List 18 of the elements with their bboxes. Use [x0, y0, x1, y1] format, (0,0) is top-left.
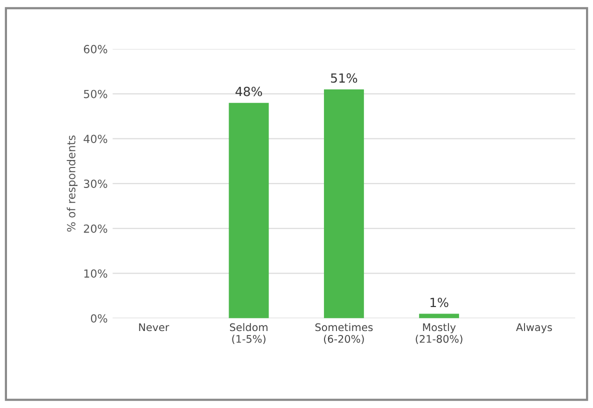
data-label: 51% — [331, 73, 358, 83]
data-label: 1% — [430, 298, 448, 308]
x-tick-label: Seldom (1-5%) — [230, 323, 268, 344]
bar — [324, 89, 364, 318]
y-tick-label: 10% — [84, 269, 108, 278]
x-tick-label: Sometimes (6-20%) — [315, 323, 373, 344]
y-tick-label: 60% — [84, 44, 108, 54]
bar — [228, 102, 269, 318]
y-tick-label: 50% — [84, 90, 108, 98]
y-tick-label: 0% — [90, 314, 108, 323]
data-label: 48% — [236, 86, 262, 96]
y-axis-title: % of respondents — [66, 136, 78, 232]
y-tick-label: 40% — [84, 134, 108, 144]
y-tick-label: 30% — [84, 180, 108, 188]
x-tick-label: Mostly (21-80%) — [416, 323, 462, 344]
y-tick-label: 20% — [84, 224, 108, 233]
x-tick-label: Never — [139, 323, 170, 332]
x-tick-label: Always — [516, 323, 552, 334]
